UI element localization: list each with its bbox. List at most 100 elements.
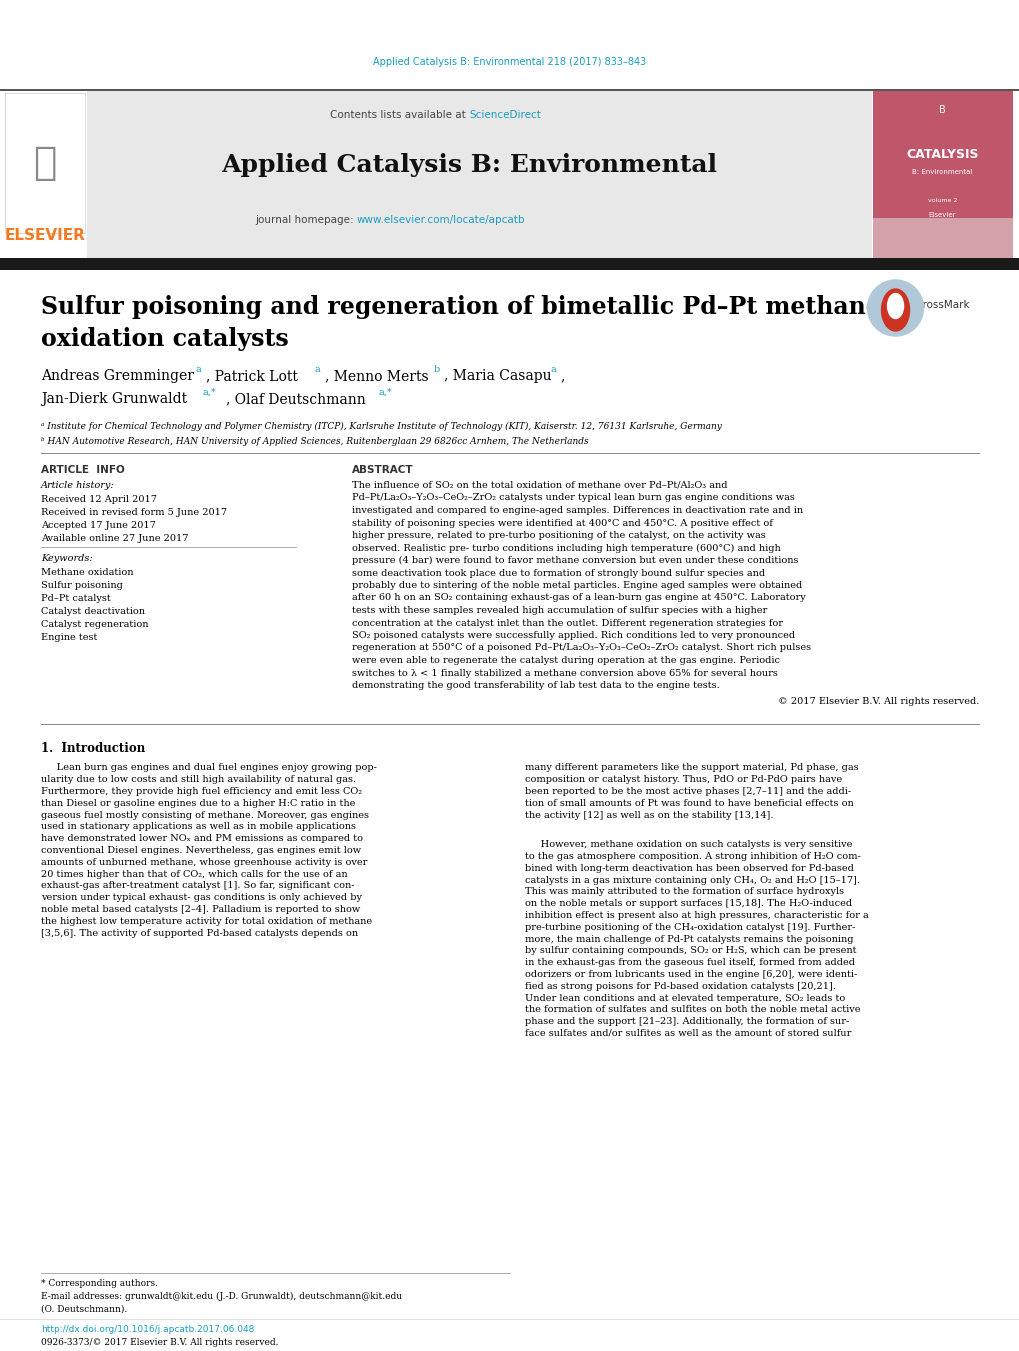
Text: 🌳: 🌳 (34, 145, 56, 182)
Text: 0926-3373/© 2017 Elsevier B.V. All rights reserved.: 0926-3373/© 2017 Elsevier B.V. All right… (41, 1337, 278, 1347)
Text: ,: , (560, 369, 565, 382)
Text: many different parameters like the support material, Pd phase, gas: many different parameters like the suppo… (525, 763, 858, 773)
Text: Under lean conditions and at elevated temperature, SO₂ leads to: Under lean conditions and at elevated te… (525, 993, 845, 1002)
Text: Article history:: Article history: (41, 481, 114, 490)
Text: been reported to be the most active phases [2,7–11] and the addi-: been reported to be the most active phas… (525, 788, 851, 796)
Text: investigated and compared to engine-aged samples. Differences in deactivation ra: investigated and compared to engine-aged… (352, 507, 802, 515)
Text: Andreas Gremminger: Andreas Gremminger (41, 369, 194, 382)
Bar (872, 91, 1012, 258)
Text: gaseous fuel mostly consisting of methane. Moreover, gas engines: gaseous fuel mostly consisting of methan… (41, 811, 369, 820)
Text: ScienceDirect: ScienceDirect (469, 109, 540, 120)
Text: Applied Catalysis B: Environmental: Applied Catalysis B: Environmental (221, 153, 716, 177)
Text: used in stationary applications as well as in mobile applications: used in stationary applications as well … (41, 823, 356, 831)
Text: This was mainly attributed to the formation of surface hydroxyls: This was mainly attributed to the format… (525, 888, 844, 897)
Text: [3,5,6]. The activity of supported Pd-based catalysts depends on: [3,5,6]. The activity of supported Pd-ba… (41, 928, 358, 938)
Text: ularity due to low costs and still high availability of natural gas.: ularity due to low costs and still high … (41, 775, 356, 785)
Text: Catalyst deactivation: Catalyst deactivation (41, 607, 145, 616)
Text: tests with these samples revealed high accumulation of sulfur species with a hig: tests with these samples revealed high a… (352, 607, 766, 615)
Text: E-mail addresses: grunwaldt@kit.edu (J.-D. Grunwaldt), deutschmann@kit.edu: E-mail addresses: grunwaldt@kit.edu (J.-… (41, 1292, 401, 1301)
Text: Accepted 17 June 2017: Accepted 17 June 2017 (41, 521, 156, 530)
Text: ELSEVIER: ELSEVIER (5, 227, 86, 242)
Text: bined with long-term deactivation has been observed for Pd-based: bined with long-term deactivation has be… (525, 863, 853, 873)
Text: demonstrating the good transferability of lab test data to the engine tests.: demonstrating the good transferability o… (352, 681, 718, 690)
Text: Engine test: Engine test (41, 634, 97, 642)
Text: http://dx.doi.org/10.1016/j.apcatb.2017.06.048: http://dx.doi.org/10.1016/j.apcatb.2017.… (41, 1325, 254, 1333)
Text: , Olaf Deutschmann: , Olaf Deutschmann (225, 392, 365, 407)
Text: a,*: a,* (378, 388, 392, 397)
Text: higher pressure, related to pre-turbo positioning of the catalyst, on the activi: higher pressure, related to pre-turbo po… (352, 531, 764, 540)
Text: www.elsevier.com/locate/apcatb: www.elsevier.com/locate/apcatb (357, 215, 525, 226)
Text: (O. Deutschmann).: (O. Deutschmann). (41, 1305, 127, 1315)
Text: after 60 h on an SO₂ containing exhaust-gas of a lean-burn gas engine at 450°C. : after 60 h on an SO₂ containing exhaust-… (352, 593, 804, 603)
Text: Received 12 April 2017: Received 12 April 2017 (41, 494, 157, 504)
Text: were even able to regenerate the catalyst during operation at the gas engine. Pe: were even able to regenerate the catalys… (352, 657, 779, 665)
Text: pre-turbine positioning of the CH₄-oxidation catalyst [19]. Further-: pre-turbine positioning of the CH₄-oxida… (525, 923, 855, 932)
Text: SO₂ poisoned catalysts were successfully applied. Rich conditions led to very pr: SO₂ poisoned catalysts were successfully… (352, 631, 794, 640)
Text: Methane oxidation: Methane oxidation (41, 567, 133, 577)
Text: a,*: a,* (203, 388, 216, 397)
Text: Jan-Dierk Grunwaldt: Jan-Dierk Grunwaldt (41, 392, 186, 407)
Text: the formation of sulfates and sulfites on both the noble metal active: the formation of sulfates and sulfites o… (525, 1005, 860, 1015)
Text: amounts of unburned methane, whose greenhouse activity is over: amounts of unburned methane, whose green… (41, 858, 367, 867)
Text: Applied Catalysis B: Environmental 218 (2017) 833–843: Applied Catalysis B: Environmental 218 (… (373, 57, 646, 68)
Text: the highest low temperature activity for total oxidation of methane: the highest low temperature activity for… (41, 917, 372, 925)
Text: oxidation catalysts: oxidation catalysts (41, 327, 288, 351)
Text: Lean burn gas engines and dual fuel engines enjoy growing pop-: Lean burn gas engines and dual fuel engi… (41, 763, 376, 773)
Text: B: B (938, 105, 945, 115)
Text: CATALYSIS: CATALYSIS (905, 149, 978, 162)
Text: However, methane oxidation on such catalysts is very sensitive: However, methane oxidation on such catal… (525, 840, 852, 850)
Text: ᵇ HAN Automotive Research, HAN University of Applied Sciences, Ruitenberglaan 29: ᵇ HAN Automotive Research, HAN Universit… (41, 436, 588, 446)
Text: observed. Realistic pre- turbo conditions including high temperature (600°C) and: observed. Realistic pre- turbo condition… (352, 543, 780, 553)
Text: , Menno Merts: , Menno Merts (324, 369, 428, 382)
Text: some deactivation took place due to formation of strongly bound sulfur species a: some deactivation took place due to form… (352, 569, 764, 577)
Text: CrossMark: CrossMark (914, 300, 969, 309)
Text: phase and the support [21–23]. Additionally, the formation of sur-: phase and the support [21–23]. Additiona… (525, 1017, 849, 1027)
Text: Pd–Pt catalyst: Pd–Pt catalyst (41, 594, 110, 603)
Text: face sulfates and/or sulfites as well as the amount of stored sulfur: face sulfates and/or sulfites as well as… (525, 1029, 851, 1038)
Text: journal homepage:: journal homepage: (255, 215, 357, 226)
Text: concentration at the catalyst inlet than the outlet. Different regeneration stra: concentration at the catalyst inlet than… (352, 619, 782, 627)
Text: pressure (4 bar) were found to favor methane conversion but even under these con: pressure (4 bar) were found to favor met… (352, 557, 797, 565)
Text: regeneration at 550°C of a poisoned Pd–Pt/La₂O₃–Y₂O₃–CeO₂–ZrO₂ catalyst. Short r: regeneration at 550°C of a poisoned Pd–P… (352, 643, 810, 653)
Text: Received in revised form 5 June 2017: Received in revised form 5 June 2017 (41, 508, 226, 517)
Text: * Corresponding authors.: * Corresponding authors. (41, 1279, 158, 1288)
Bar (5, 93, 85, 232)
Text: volume 2: volume 2 (927, 197, 956, 203)
Text: on the noble metals or support surfaces [15,18]. The H₂O-induced: on the noble metals or support surfaces … (525, 900, 852, 908)
Text: Sulfur poisoning and regeneration of bimetallic Pd–Pt methane: Sulfur poisoning and regeneration of bim… (41, 295, 879, 319)
Text: The influence of SO₂ on the total oxidation of methane over Pd–Pt/Al₂O₃ and: The influence of SO₂ on the total oxidat… (352, 481, 727, 490)
Text: , Maria Casapu: , Maria Casapu (443, 369, 551, 382)
Text: Available online 27 June 2017: Available online 27 June 2017 (41, 534, 189, 543)
Text: probably due to sintering of the noble metal particles. Engine aged samples were: probably due to sintering of the noble m… (352, 581, 801, 590)
Text: by sulfur containing compounds, SO₂ or H₂S, which can be present: by sulfur containing compounds, SO₂ or H… (525, 947, 856, 955)
Text: inhibition effect is present also at high pressures, characteristic for a: inhibition effect is present also at hig… (525, 911, 868, 920)
Text: have demonstrated lower NOₓ and PM emissions as compared to: have demonstrated lower NOₓ and PM emiss… (41, 835, 363, 843)
Text: Catalyst regeneration: Catalyst regeneration (41, 620, 148, 630)
Bar (0, 258, 1019, 270)
Text: more, the main challenge of Pd-Pt catalysts remains the poisoning: more, the main challenge of Pd-Pt cataly… (525, 935, 853, 943)
Text: in the exhaust-gas from the gaseous fuel itself, formed from added: in the exhaust-gas from the gaseous fuel… (525, 958, 855, 967)
Text: Sulfur poisoning: Sulfur poisoning (41, 581, 122, 590)
Text: fied as strong poisons for Pd-based oxidation catalysts [20,21].: fied as strong poisons for Pd-based oxid… (525, 982, 836, 990)
Circle shape (867, 280, 922, 336)
Text: exhaust-gas after-treatment catalyst [1]. So far, significant con-: exhaust-gas after-treatment catalyst [1]… (41, 881, 354, 890)
Text: B: Environmental: B: Environmental (911, 169, 972, 176)
Text: switches to λ < 1 finally stabilized a methane conversion above 65% for several : switches to λ < 1 finally stabilized a m… (352, 669, 776, 677)
Text: version under typical exhaust- gas conditions is only achieved by: version under typical exhaust- gas condi… (41, 893, 362, 902)
Text: Elsevier: Elsevier (928, 212, 955, 218)
Bar (872, 218, 1012, 258)
Text: Keywords:: Keywords: (41, 554, 93, 563)
Text: odorizers or from lubricants used in the engine [6,20], were identi-: odorizers or from lubricants used in the… (525, 970, 857, 979)
Ellipse shape (887, 293, 903, 319)
Text: catalysts in a gas mixture containing only CH₄, O₂ and H₂O [15–17].: catalysts in a gas mixture containing on… (525, 875, 859, 885)
Text: tion of small amounts of Pt was found to have beneficial effects on: tion of small amounts of Pt was found to… (525, 798, 853, 808)
Bar (87, 91, 871, 258)
Text: b: b (433, 365, 439, 374)
Ellipse shape (880, 289, 909, 331)
Text: a: a (550, 365, 556, 374)
Text: 20 times higher than that of CO₂, which calls for the use of an: 20 times higher than that of CO₂, which … (41, 870, 347, 878)
Text: noble metal based catalysts [2–4]. Palladium is reported to show: noble metal based catalysts [2–4]. Palla… (41, 905, 360, 915)
Text: a: a (196, 365, 202, 374)
Text: a: a (315, 365, 320, 374)
Text: than Diesel or gasoline engines due to a higher H:C ratio in the: than Diesel or gasoline engines due to a… (41, 798, 355, 808)
